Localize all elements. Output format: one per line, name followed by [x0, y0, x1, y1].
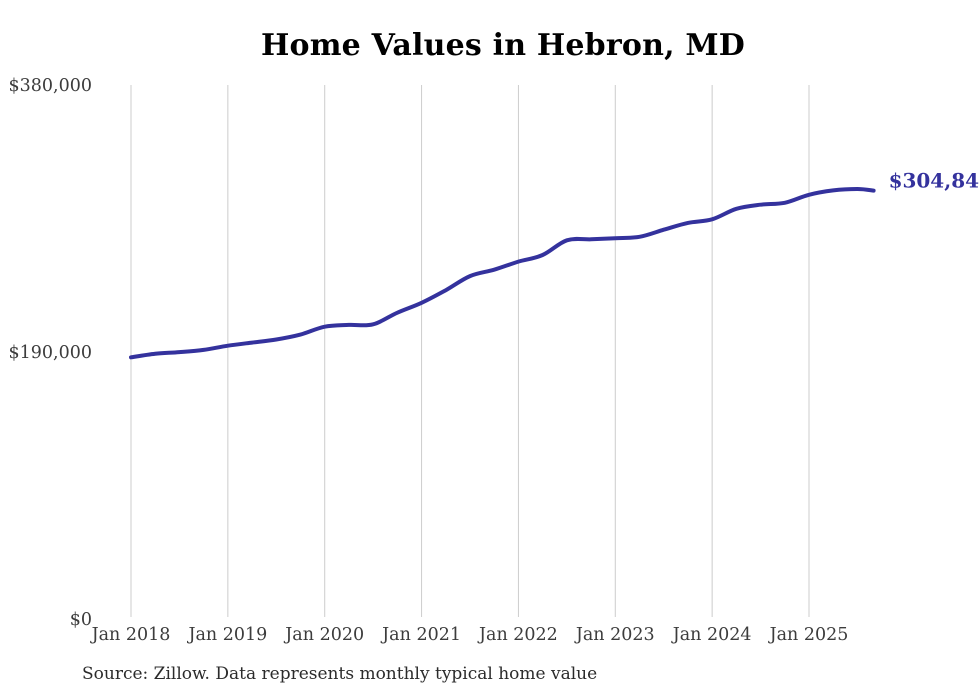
end-value-label: $304,842 [889, 169, 980, 193]
y-tick-label: $190,000 [8, 343, 92, 363]
x-tick-label: Jan 2019 [186, 625, 267, 645]
x-tick-label: Jan 2023 [574, 625, 655, 645]
x-tick-label: Jan 2024 [671, 625, 752, 645]
x-tick-label: Jan 2018 [90, 625, 171, 645]
x-tick-label: Jan 2025 [768, 625, 849, 645]
x-tick-label: Jan 2020 [283, 625, 364, 645]
axis-layer: Jan 2018 Jan 2019 Jan 2020 Jan 2021 Jan 2022… [8, 76, 848, 645]
grid-layer [130, 85, 810, 617]
x-tick-label: Jan 2022 [477, 625, 558, 645]
y-tick-label: $0 [70, 610, 92, 630]
series-layer: $304,842 [129, 169, 980, 360]
x-tick-label: Jan 2021 [380, 625, 461, 645]
y-tick-label: $380,000 [8, 76, 92, 96]
home-value-line [129, 187, 876, 360]
source-note: Source: Zillow. Data represents monthly … [82, 664, 598, 684]
chart-title: Home Values in Hebron, MD [260, 28, 746, 63]
